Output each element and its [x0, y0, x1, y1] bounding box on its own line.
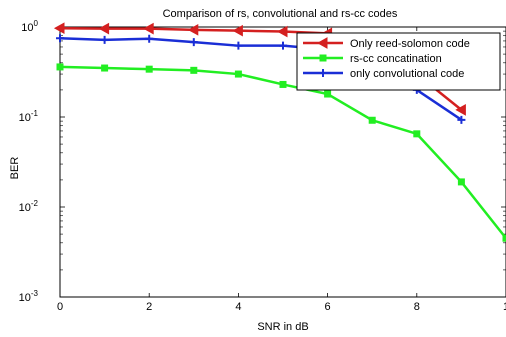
data-point-1 [368, 116, 376, 124]
data-point-0 [276, 25, 288, 38]
data-point-1 [145, 65, 153, 73]
data-point-0 [98, 22, 110, 35]
data-point-1 [279, 80, 287, 88]
y-tick-label: 10-3 [19, 289, 39, 304]
x-tick-label: 8 [414, 301, 420, 313]
legend-marker-1 [319, 54, 327, 62]
data-point-1 [101, 64, 109, 72]
data-point-1 [457, 178, 465, 186]
data-point-0 [455, 104, 466, 116]
y-axis-label: BER [9, 157, 21, 180]
data-point-2 [279, 41, 287, 50]
data-point-1 [502, 234, 506, 242]
y-tick-label: 10-2 [19, 199, 39, 214]
data-point-0 [143, 22, 154, 35]
x-tick-label: 1 [503, 301, 506, 313]
data-point-0 [53, 22, 65, 35]
legend-label-0: Only reed-solomon code [350, 38, 470, 50]
x-tick-label: 2 [146, 301, 152, 313]
data-point-0 [187, 23, 199, 36]
data-point-2 [189, 38, 198, 47]
chart-title: Comparison of rs, convolutional and rs-c… [163, 8, 398, 20]
data-point-2 [100, 35, 109, 44]
data-point-2 [457, 115, 466, 124]
x-tick-label: 6 [325, 301, 331, 313]
legend-label-2: only convolutional code [350, 68, 464, 80]
data-point-1 [190, 66, 198, 74]
data-point-1 [234, 70, 242, 78]
legend-marker-0 [316, 37, 328, 49]
data-point-0 [232, 24, 243, 37]
data-point-2 [145, 34, 154, 43]
data-point-2 [234, 41, 243, 50]
y-tick-label: 10-1 [19, 109, 39, 124]
x-axis-label: SNR in dB [257, 321, 308, 333]
series-1 [56, 63, 506, 242]
x-tick-label: 0 [57, 301, 63, 313]
legend: Only reed-solomon code rs-cc concatinatio… [296, 32, 501, 91]
data-point-1 [56, 63, 64, 71]
legend-marker-2 [319, 69, 327, 77]
x-tick-label: 4 [235, 301, 241, 313]
data-point-1 [413, 130, 421, 138]
data-point-1 [324, 90, 332, 98]
data-point-2 [56, 34, 64, 43]
legend-label-1: rs-cc concatination [350, 53, 442, 65]
y-tick-label: 100 [21, 19, 38, 34]
